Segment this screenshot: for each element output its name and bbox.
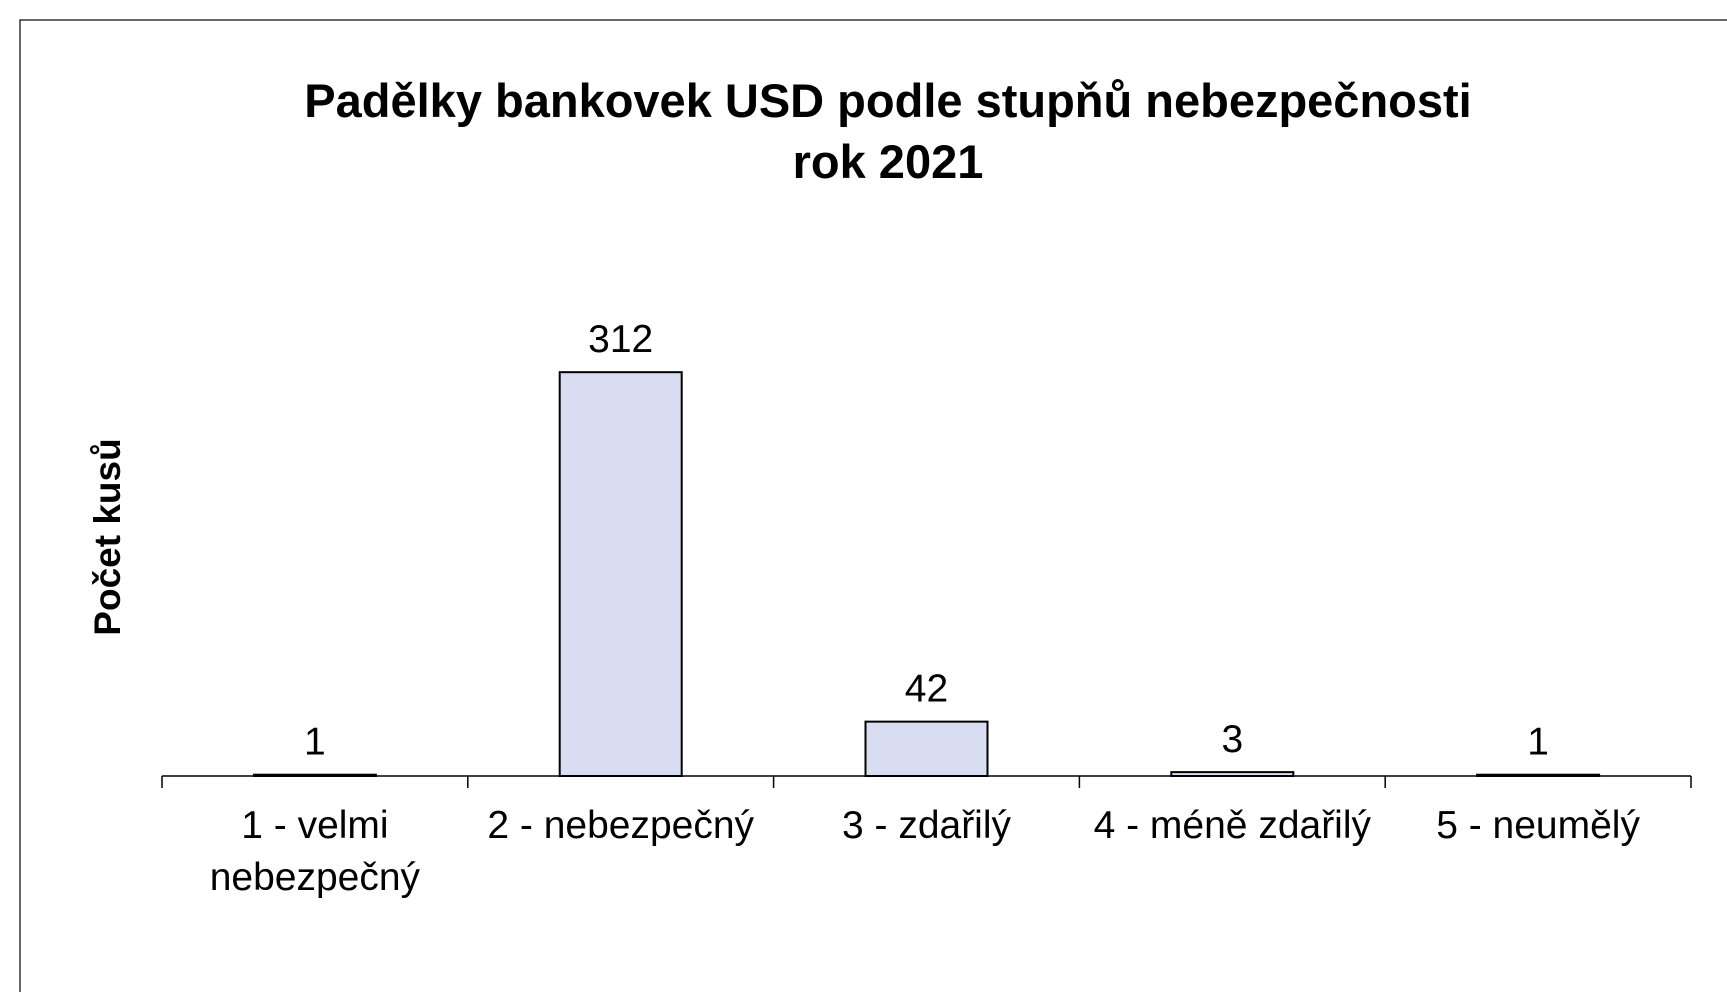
data-label: 1 — [304, 721, 326, 764]
x-tick-label: 4 - méně zdařilý — [1094, 804, 1372, 847]
x-tick-label: 1 - velmi nebezpečný — [210, 804, 421, 899]
chart-subtitle: rok 2021 — [793, 135, 984, 188]
x-tick-label: 3 - zdařilý — [842, 804, 1012, 847]
x-tick-label: 5 - neumělý — [1436, 804, 1640, 847]
data-label: 42 — [905, 668, 948, 711]
chart-title: Padělky bankovek USD podle stupňů nebezp… — [304, 74, 1471, 127]
x-tick-label: 2 - nebezpečný — [487, 804, 754, 847]
data-label: 312 — [588, 318, 653, 361]
chart-frame — [19, 19, 1727, 992]
y-axis-label: Počet kusů — [87, 438, 128, 635]
bar — [252, 773, 377, 777]
bar — [864, 720, 989, 778]
bar — [1476, 773, 1601, 777]
data-label: 1 — [1527, 721, 1549, 764]
bar — [558, 371, 683, 777]
data-label: 3 — [1221, 718, 1243, 761]
bar — [1170, 771, 1295, 777]
